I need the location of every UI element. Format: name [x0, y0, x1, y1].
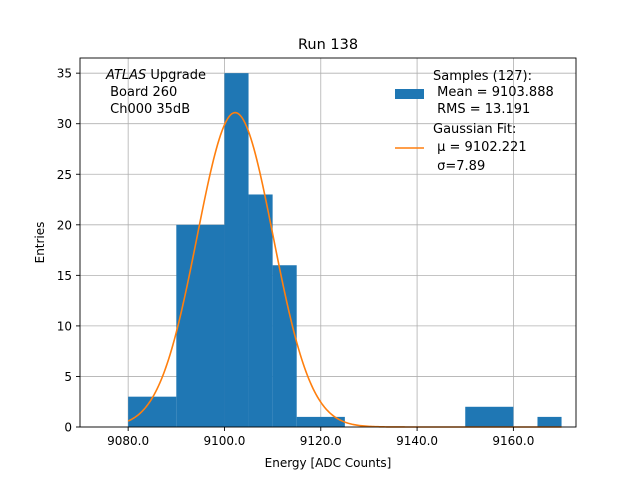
x-tick-label-1: 9100.0	[203, 434, 245, 448]
y-tick-label-2: 10	[57, 319, 72, 333]
legend-samples-title: Samples (127):	[433, 69, 532, 84]
upgrade-label: Upgrade	[146, 68, 206, 83]
histogram-bar-2	[224, 73, 249, 428]
y-tick-label-6: 30	[57, 117, 72, 131]
histogram-bar-0	[128, 396, 177, 427]
legend-fit-sigma: σ=7.89	[433, 159, 485, 174]
atlas-annotation: ATLAS Upgrade Board 260 Ch000 35dB	[105, 68, 206, 117]
x-tick-label-4: 9160.0	[492, 434, 534, 448]
atlas-label: ATLAS	[105, 68, 146, 83]
histogram-bar-1	[176, 224, 225, 427]
histogram-bar-6	[465, 406, 514, 427]
legend-samples-swatch	[395, 89, 424, 99]
histogram-bar-5	[296, 416, 345, 427]
y-axis-label: Entries	[33, 222, 47, 264]
legend-samples-rms: RMS = 13.191	[433, 102, 530, 117]
plot-frame	[79, 57, 577, 428]
y-tick-label-0: 0	[64, 421, 72, 435]
annotation-line-1: ATLAS Upgrade	[105, 68, 206, 83]
y-tick-label-4: 20	[57, 218, 72, 232]
x-tick-label-0: 9080.0	[107, 434, 149, 448]
legend-samples-mean: Mean = 9103.888	[433, 85, 554, 100]
y-tick-label-3: 15	[57, 269, 72, 283]
annotation-line-3: Ch000 35dB	[106, 102, 190, 117]
legend-fit-mu: μ = 9102.221	[433, 140, 527, 155]
histogram-bar-7	[537, 416, 562, 427]
x-tick-label-3: 9140.0	[396, 434, 438, 448]
chart-title: Run 138	[298, 37, 358, 53]
y-tick-label-5: 25	[57, 168, 72, 182]
histogram-bar-3	[248, 194, 273, 427]
annotation-line-2: Board 260	[106, 85, 177, 100]
y-axis-ticks: 0 5 10 15 20 25 30 35	[57, 67, 80, 435]
x-axis-label: Energy [ADC Counts]	[265, 456, 392, 470]
legend-fit-title: Gaussian Fit:	[433, 122, 516, 137]
legend: Samples (127): Mean = 9103.888 RMS = 13.…	[395, 69, 554, 174]
y-tick-label-1: 5	[64, 370, 72, 384]
x-tick-label-2: 9120.0	[300, 434, 342, 448]
x-axis-ticks: 9080.0 9100.0 9120.0 9140.0 9160.0	[107, 427, 534, 448]
y-tick-label-7: 35	[57, 67, 72, 81]
